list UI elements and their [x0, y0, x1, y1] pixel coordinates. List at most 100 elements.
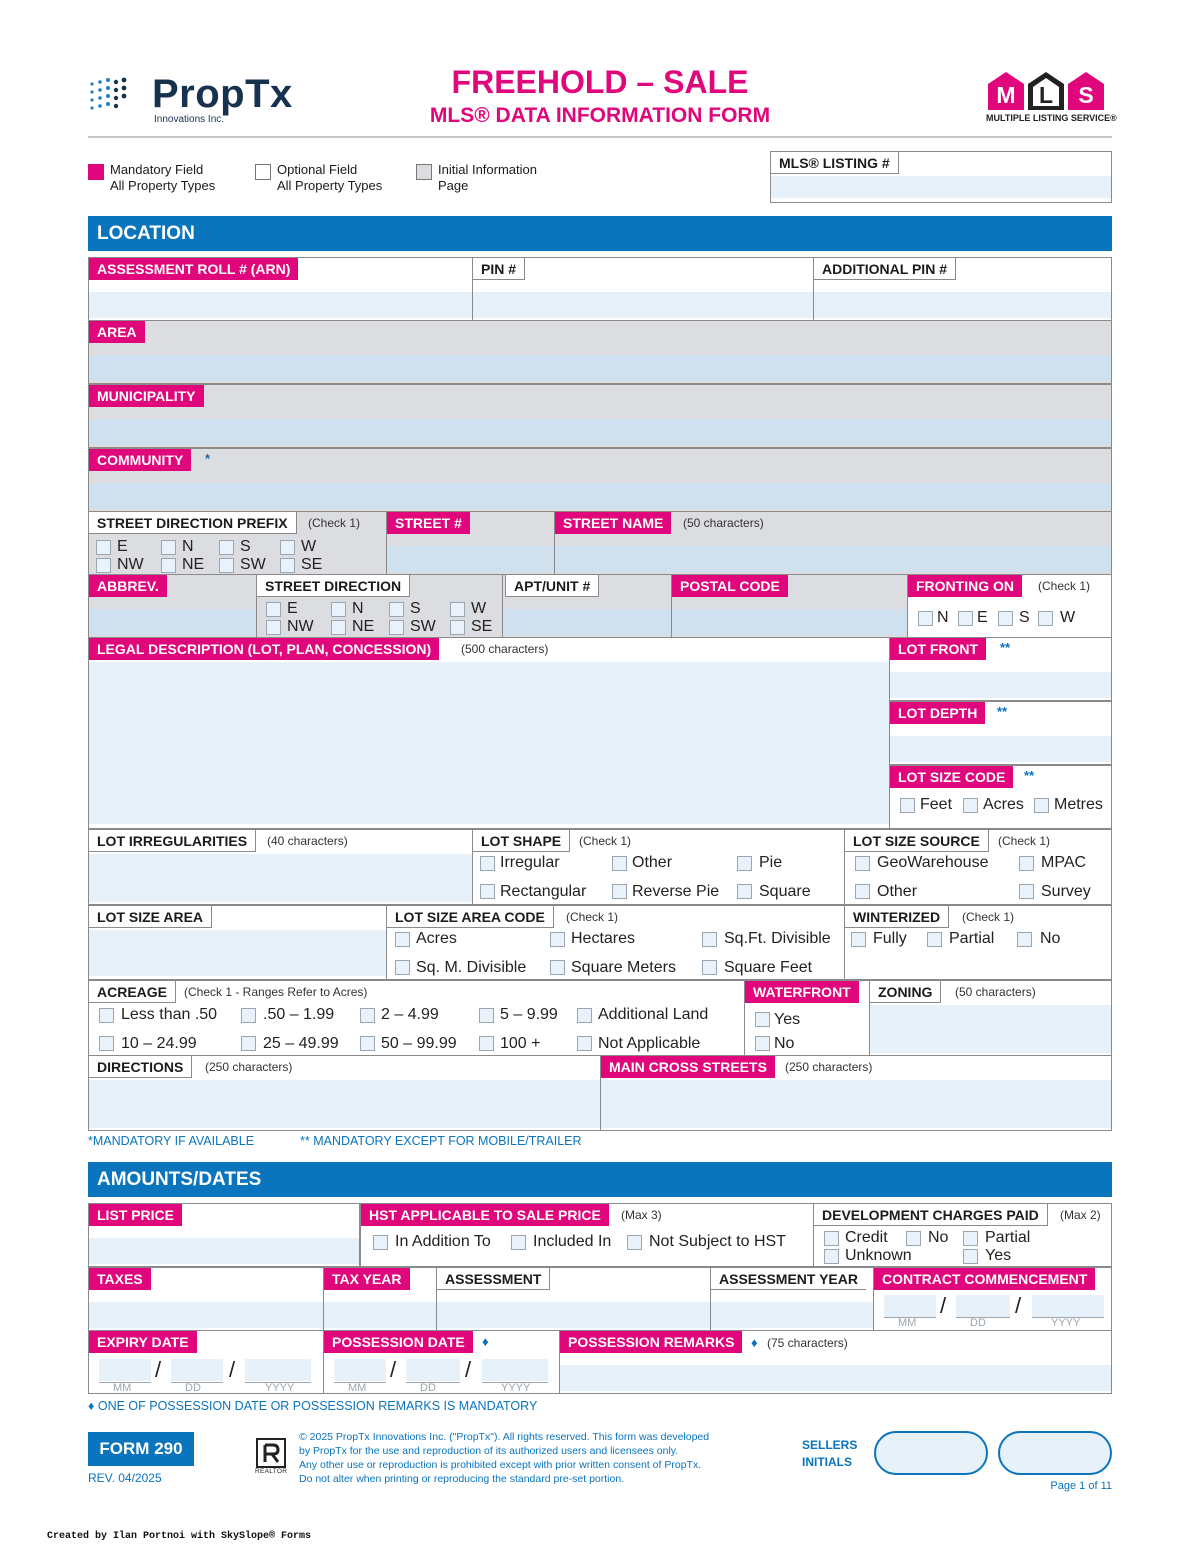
acreage-not-applicable-checkbox[interactable]: [577, 1036, 592, 1051]
expiry-mm-input[interactable]: [99, 1359, 151, 1381]
possession-date-field[interactable]: POSSESSION DATE ♦ / / MM DD YYYY: [323, 1330, 560, 1394]
expiry-date-field[interactable]: EXPIRY DATE / / MM DD YYYY: [88, 1330, 324, 1394]
sd-n-checkbox[interactable]: [331, 602, 346, 617]
abbrev-input[interactable]: [89, 609, 256, 635]
seller-initials-1-input[interactable]: [874, 1431, 988, 1475]
contract-commencement-field[interactable]: CONTRACT COMMENCEMENT / / MM DD YYYY: [873, 1267, 1112, 1331]
acreage-additional-land-checkbox[interactable]: [577, 1008, 592, 1023]
expiry-dd-input[interactable]: [171, 1359, 223, 1381]
arn-input[interactable]: [89, 292, 472, 318]
additional-pin-input[interactable]: [814, 292, 1111, 318]
sdp-s-checkbox[interactable]: [219, 540, 234, 555]
lsac-square-meters-checkbox[interactable]: [550, 960, 565, 975]
source-survey-checkbox[interactable]: [1019, 884, 1034, 899]
list-price-input[interactable]: [89, 1238, 359, 1264]
fronting-s-checkbox[interactable]: [998, 611, 1013, 626]
lsac-acres-checkbox[interactable]: [395, 932, 410, 947]
assessment-year-input[interactable]: [711, 1302, 873, 1328]
shape-rectangular-checkbox[interactable]: [480, 884, 495, 899]
legal-description-field[interactable]: LEGAL DESCRIPTION (LOT, PLAN, CONCESSION…: [88, 637, 890, 829]
contract-dd-input[interactable]: [956, 1295, 1010, 1317]
apt-unit-input[interactable]: [503, 609, 671, 635]
shape-irregular-checkbox[interactable]: [480, 856, 495, 871]
street-direction-prefix-field[interactable]: STREET DIRECTION PREFIX (Check 1) E N S …: [88, 511, 387, 575]
sd-ne-checkbox[interactable]: [331, 620, 346, 635]
taxes-field[interactable]: TAXES: [88, 1267, 324, 1331]
acreage-50-9999-checkbox[interactable]: [360, 1036, 375, 1051]
sd-s-checkbox[interactable]: [389, 602, 404, 617]
pin-field[interactable]: PIN #: [472, 257, 814, 321]
pin-input[interactable]: [473, 292, 813, 318]
sd-nw-checkbox[interactable]: [266, 620, 281, 635]
dev-unknown-checkbox[interactable]: [824, 1249, 839, 1264]
lsac-sqft-divisible-checkbox[interactable]: [702, 932, 717, 947]
acreage-100-plus-checkbox[interactable]: [479, 1036, 494, 1051]
street-number-input[interactable]: [387, 546, 554, 572]
lot-size-code-field[interactable]: LOT SIZE CODE ** Feet Acres Metres: [889, 765, 1112, 829]
possession-mm-input[interactable]: [334, 1359, 386, 1381]
shape-square-checkbox[interactable]: [737, 884, 752, 899]
postal-code-field[interactable]: POSTAL CODE: [671, 574, 908, 638]
wint-fully-checkbox[interactable]: [851, 932, 866, 947]
lsac-sqm-divisible-checkbox[interactable]: [395, 960, 410, 975]
assessment-field[interactable]: ASSESSMENT: [436, 1267, 711, 1331]
municipality-input[interactable]: [89, 419, 1111, 445]
possession-remarks-input[interactable]: [560, 1365, 1111, 1391]
dev-partial-checkbox[interactable]: [963, 1231, 978, 1246]
seller-initials-2-input[interactable]: [998, 1431, 1112, 1475]
tax-year-field[interactable]: TAX YEAR: [323, 1267, 437, 1331]
main-cross-streets-input[interactable]: [601, 1080, 1111, 1128]
source-other-checkbox[interactable]: [855, 884, 870, 899]
shape-reverse-pie-checkbox[interactable]: [612, 884, 627, 899]
municipality-field[interactable]: MUNICIPALITY: [88, 384, 1112, 448]
lsc-metres-checkbox[interactable]: [1034, 798, 1049, 813]
shape-pie-checkbox[interactable]: [737, 856, 752, 871]
street-direction-field[interactable]: STREET DIRECTION E N S W NW NE SW SE: [256, 574, 503, 638]
apt-unit-field[interactable]: APT/UNIT #: [502, 574, 672, 638]
taxes-input[interactable]: [89, 1302, 323, 1328]
fronting-w-checkbox[interactable]: [1038, 611, 1053, 626]
hst-in-addition-checkbox[interactable]: [373, 1235, 388, 1250]
lsac-hectares-checkbox[interactable]: [550, 932, 565, 947]
dev-yes-checkbox[interactable]: [963, 1249, 978, 1264]
zoning-input[interactable]: [870, 1005, 1111, 1053]
lsc-feet-checkbox[interactable]: [900, 798, 915, 813]
fronting-on-field[interactable]: FRONTING ON (Check 1) N E S W: [907, 574, 1112, 638]
main-cross-streets-field[interactable]: MAIN CROSS STREETS (250 characters): [600, 1055, 1112, 1131]
possession-dd-input[interactable]: [406, 1359, 460, 1381]
lot-depth-field[interactable]: LOT DEPTH **: [889, 701, 1112, 765]
expiry-yyyy-input[interactable]: [245, 1359, 311, 1381]
area-field[interactable]: AREA: [88, 320, 1112, 384]
list-price-field[interactable]: LIST PRICE: [88, 1203, 360, 1267]
source-mpac-checkbox[interactable]: [1019, 856, 1034, 871]
hst-included-checkbox[interactable]: [511, 1235, 526, 1250]
sdp-se-checkbox[interactable]: [280, 558, 295, 573]
assessment-input[interactable]: [437, 1302, 710, 1328]
sdp-w-checkbox[interactable]: [280, 540, 295, 555]
acreage-10-2499-checkbox[interactable]: [99, 1036, 114, 1051]
zoning-field[interactable]: ZONING (50 characters): [869, 980, 1112, 1056]
lsac-square-feet-checkbox[interactable]: [702, 960, 717, 975]
dev-no-checkbox[interactable]: [906, 1231, 921, 1246]
hst-field[interactable]: HST APPLICABLE TO SALE PRICE (Max 3) In …: [360, 1203, 815, 1267]
possession-yyyy-input[interactable]: [482, 1359, 548, 1381]
contract-yyyy-input[interactable]: [1032, 1295, 1104, 1317]
acreage-050-199-checkbox[interactable]: [241, 1008, 256, 1023]
community-input[interactable]: [89, 483, 1111, 509]
lot-shape-field[interactable]: LOT SHAPE (Check 1) Irregular Other Pie …: [472, 829, 845, 905]
directions-input[interactable]: [89, 1080, 600, 1128]
lot-size-area-input[interactable]: [89, 930, 386, 976]
area-input[interactable]: [89, 355, 1111, 381]
lsc-acres-checkbox[interactable]: [963, 798, 978, 813]
sdp-sw-checkbox[interactable]: [219, 558, 234, 573]
lot-size-area-field[interactable]: LOT SIZE AREA: [88, 905, 387, 980]
abbrev-field[interactable]: ABBREV.: [88, 574, 257, 638]
possession-remarks-field[interactable]: POSSESSION REMARKS ♦ (75 characters): [559, 1330, 1112, 1394]
sdp-e-checkbox[interactable]: [96, 540, 111, 555]
fronting-n-checkbox[interactable]: [918, 611, 933, 626]
additional-pin-field[interactable]: ADDITIONAL PIN #: [813, 257, 1112, 321]
acreage-lt-050-checkbox[interactable]: [99, 1008, 114, 1023]
directions-field[interactable]: DIRECTIONS (250 characters): [88, 1055, 601, 1131]
acreage-5-999-checkbox[interactable]: [479, 1008, 494, 1023]
postal-code-input[interactable]: [672, 609, 907, 635]
